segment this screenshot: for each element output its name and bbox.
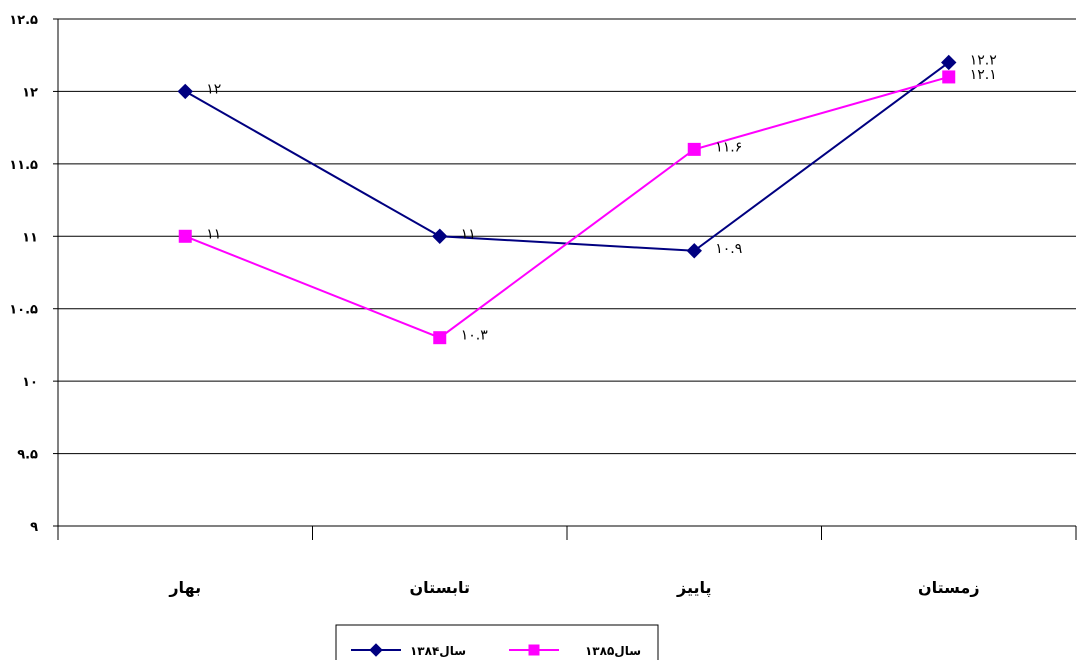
legend-box: [335, 624, 659, 660]
data-label: ۱۲: [206, 81, 221, 97]
series-line: [184, 61, 950, 252]
data-point-marker: [432, 228, 448, 244]
y-tick-label: ۱۲.۵: [9, 13, 38, 28]
x-category-label: پاییز: [676, 578, 712, 598]
legend: سال۱۳۸۴ سال۱۳۸۵: [335, 624, 659, 660]
series: ۱۲ ۱۱ ۱۰.۹ ۱۲.۲ ۱۱ ۱۰.۳ ۱۱.۶ ۱۲.۱: [177, 52, 997, 345]
data-point-marker: [686, 243, 702, 259]
axes: [53, 18, 1077, 540]
gridlines: [58, 18, 1076, 455]
series-1: ۱۲ ۱۱ ۱۰.۹ ۱۲.۲: [177, 52, 997, 259]
data-label: ۱۰.۳: [461, 328, 488, 344]
data-point-marker: [177, 83, 193, 100]
y-tick-label: ۱۰: [22, 375, 38, 390]
y-tick-label: ۱۰.۵: [9, 303, 38, 318]
legend-label: سال۱۳۸۴: [410, 644, 466, 658]
data-point-marker: [687, 142, 701, 156]
y-tick-label: ۱۲: [22, 85, 38, 100]
series-line: [184, 75, 950, 339]
data-label: ۱۲.۱: [970, 67, 997, 83]
data-label: ۱۱: [461, 226, 476, 242]
data-point-marker: [369, 643, 383, 657]
y-tick-label: ۹: [30, 520, 38, 535]
data-point-marker: [178, 229, 192, 243]
series-2: ۱۱ ۱۰.۳ ۱۱.۶ ۱۲.۱: [178, 67, 997, 345]
data-point-marker: [942, 70, 956, 84]
y-tick-label: ۹.۵: [17, 448, 38, 463]
y-tick-label: ۱۱: [22, 230, 38, 245]
x-category-label: بهار: [168, 578, 201, 597]
legend-entry: سال۱۳۸۴: [351, 643, 466, 658]
data-point-marker: [433, 331, 447, 345]
data-label: ۱۱: [206, 226, 221, 242]
data-point-marker: [528, 644, 540, 656]
data-label: ۱۲.۲: [970, 52, 997, 68]
x-category-label: تابستان: [410, 578, 471, 597]
data-label: ۱۱.۶: [715, 139, 742, 155]
y-tick-labels: ۹ ۹.۵ ۱۰ ۱۰.۵ ۱۱ ۱۱.۵ ۱۲ ۱۲.۵: [9, 13, 38, 535]
legend-entry: سال۱۳۸۵: [509, 644, 641, 658]
data-label: ۱۰.۹: [715, 241, 742, 257]
x-category-labels: بهار تابستان پاییز زمستان: [168, 578, 979, 598]
x-category-label: زمستان: [918, 578, 980, 597]
legend-label: سال۱۳۸۵: [585, 644, 641, 658]
data-point-marker: [941, 54, 957, 71]
y-tick-label: ۱۱.۵: [9, 158, 38, 173]
